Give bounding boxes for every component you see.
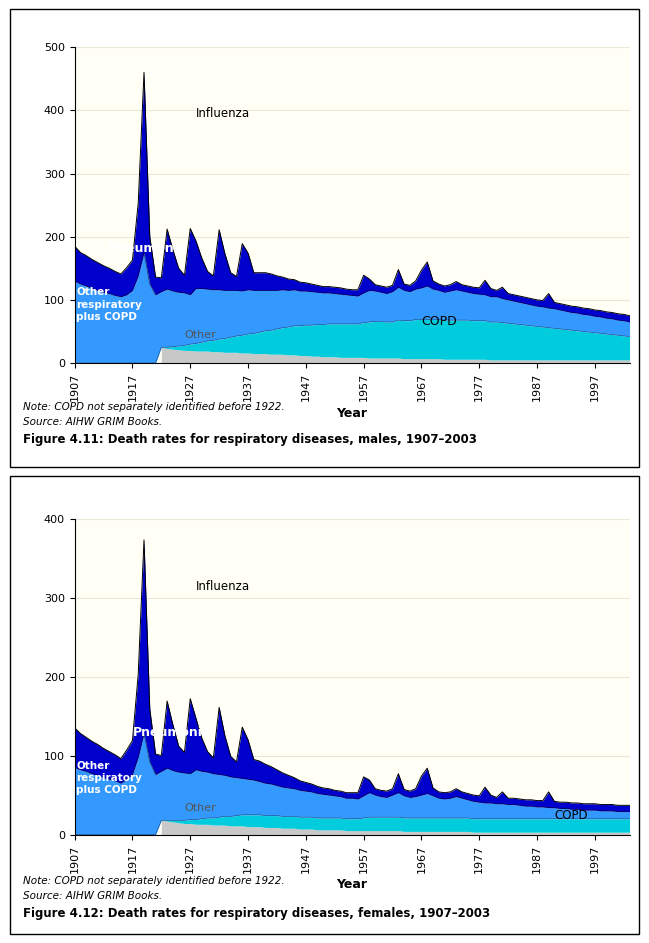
Text: Other: Other xyxy=(184,330,216,339)
Text: Source: AIHW GRIM Books.: Source: AIHW GRIM Books. xyxy=(23,418,162,427)
Text: Note: COPD not separately identified before 1922.: Note: COPD not separately identified bef… xyxy=(23,876,284,885)
Text: COPD: COPD xyxy=(554,809,588,821)
Text: Note: COPD not separately identified before 1922.: Note: COPD not separately identified bef… xyxy=(23,403,284,412)
Text: Figure 4.12: Death rates for respiratory diseases, females, 1907–2003: Figure 4.12: Death rates for respiratory… xyxy=(23,906,490,919)
Text: Other
respiratory
plus COPD: Other respiratory plus COPD xyxy=(77,288,142,323)
Text: Figure 4.11: Death rates for respiratory diseases, males, 1907–2003: Figure 4.11: Death rates for respiratory… xyxy=(23,433,476,446)
Text: Influenza: Influenza xyxy=(196,107,250,120)
Text: Source: AIHW GRIM Books.: Source: AIHW GRIM Books. xyxy=(23,891,162,901)
X-axis label: Year: Year xyxy=(337,406,367,420)
Text: Influenza: Influenza xyxy=(196,580,250,593)
Text: Pneumonia: Pneumonia xyxy=(109,242,188,256)
Text: Other: Other xyxy=(184,802,216,813)
Text: Pneumonia: Pneumonia xyxy=(132,726,211,738)
Text: Other
respiratory
plus COPD: Other respiratory plus COPD xyxy=(77,761,142,796)
X-axis label: Year: Year xyxy=(337,878,367,891)
Text: COPD: COPD xyxy=(421,315,457,328)
